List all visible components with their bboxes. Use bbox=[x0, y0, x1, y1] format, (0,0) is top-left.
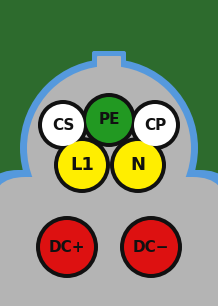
Circle shape bbox=[114, 141, 162, 189]
Circle shape bbox=[20, 59, 198, 237]
Circle shape bbox=[110, 137, 166, 193]
Text: CS: CS bbox=[52, 118, 74, 132]
Text: CP: CP bbox=[144, 118, 166, 132]
Circle shape bbox=[42, 104, 84, 146]
FancyBboxPatch shape bbox=[92, 51, 126, 83]
FancyBboxPatch shape bbox=[0, 170, 218, 306]
Circle shape bbox=[40, 220, 94, 274]
Text: DC−: DC− bbox=[133, 240, 169, 255]
Circle shape bbox=[120, 216, 182, 278]
FancyBboxPatch shape bbox=[0, 177, 218, 306]
Circle shape bbox=[134, 104, 176, 146]
Circle shape bbox=[38, 100, 88, 150]
Circle shape bbox=[82, 93, 136, 147]
Circle shape bbox=[58, 141, 106, 189]
Circle shape bbox=[124, 220, 178, 274]
Circle shape bbox=[130, 100, 180, 150]
Circle shape bbox=[36, 216, 98, 278]
Text: N: N bbox=[131, 156, 145, 174]
Text: PE: PE bbox=[98, 113, 120, 128]
FancyBboxPatch shape bbox=[97, 56, 121, 78]
Text: DC+: DC+ bbox=[49, 240, 85, 255]
Circle shape bbox=[54, 137, 110, 193]
Circle shape bbox=[86, 97, 132, 143]
Text: L1: L1 bbox=[70, 156, 94, 174]
Circle shape bbox=[27, 66, 191, 230]
